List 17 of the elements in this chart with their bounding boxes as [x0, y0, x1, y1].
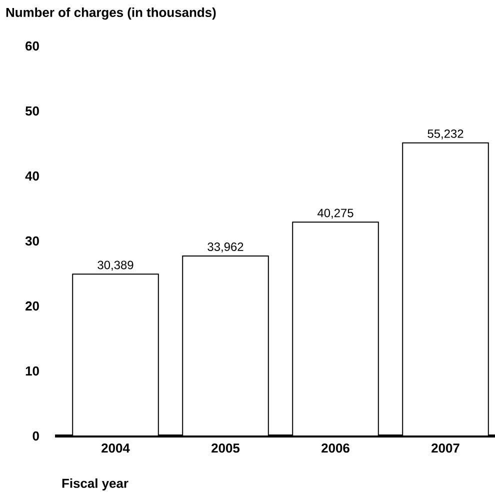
y-tick-label: 20	[26, 301, 39, 311]
annotation: 55,232	[428, 129, 464, 140]
y-tick-label: 50	[25, 106, 39, 116]
x-axis-title: Fiscal year	[62, 478, 128, 490]
x-tick-label: 2007	[432, 444, 460, 453]
y-tick-label: 60	[26, 41, 39, 51]
annotation: 30,389	[98, 260, 134, 271]
y-tick-label: 40	[25, 171, 39, 181]
y-tick-label: 30	[25, 236, 39, 246]
annotation: 33,962	[208, 242, 244, 252]
x-tick-label: 2006	[322, 444, 350, 453]
x-tick-label: 2004	[102, 444, 130, 453]
y-tick-label: 10	[26, 366, 39, 376]
x-tick-label: 2005	[212, 444, 240, 453]
y-tick-label: 0	[32, 431, 39, 441]
annotation: 40,275	[318, 208, 354, 219]
y-axis-title: Number of charges (in thousands)	[6, 8, 216, 20]
